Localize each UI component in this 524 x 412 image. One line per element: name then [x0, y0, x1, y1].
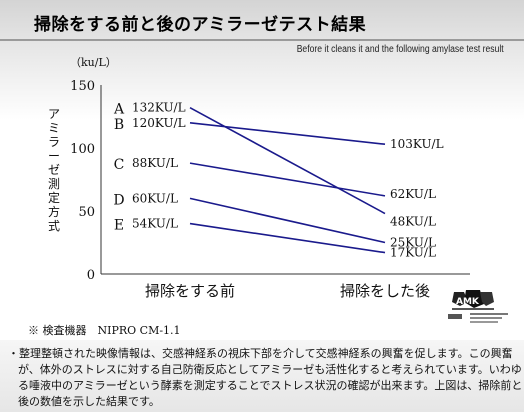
equipment-footnote: ※ 検査機器 NIPRO CM-1.1 — [28, 324, 181, 337]
series-line — [189, 122, 386, 146]
explanation-text: ・整理整頓された映像情報は、交感神経系の視床下部を介して交感神経系の興奮を促しま… — [8, 347, 523, 408]
y-axis-label-char: ア — [48, 107, 60, 121]
after-value-label: 25KU/L — [390, 236, 436, 250]
series-name-label: E — [114, 218, 124, 234]
title-divider — [0, 39, 524, 41]
after-value-label: 62KU/L — [390, 187, 436, 201]
x-category-label: 掃除をした後 — [340, 282, 430, 300]
y-tick-label: 50 — [78, 205, 95, 220]
y-axis-label-char: 方 — [48, 204, 60, 219]
series-line — [189, 162, 386, 197]
y-axis-label-char: ゼ — [48, 163, 60, 177]
y-axis-ticks: 150 100 50 0 — [70, 79, 95, 283]
x-category-label: 掃除をする前 — [145, 282, 235, 300]
logo-mark: AMK — [456, 297, 480, 307]
company-logo: AMK — [446, 288, 512, 326]
y-axis-label-char: ー — [48, 149, 60, 163]
y-axis-label-char: 式 — [48, 219, 60, 233]
note-panel — [0, 340, 524, 412]
series-name-label: C — [114, 157, 125, 173]
after-value-label: 48KU/L — [390, 215, 436, 229]
y-tick-label: 0 — [87, 268, 95, 283]
y-axis-label-char: ラ — [48, 135, 60, 149]
before-value-label: 132KU/L — [132, 101, 186, 115]
before-value-label: 60KU/L — [132, 191, 178, 205]
after-value-label: 17KU/L — [390, 246, 436, 260]
y-tick-label: 150 — [70, 79, 95, 94]
series-name-label: B — [114, 117, 124, 133]
y-tick-label: 100 — [70, 142, 95, 157]
series-labels: A 132KU/L 48KU/L B 120KU/L 103KU/L C 88KU/L 62KU… — [113, 101, 444, 260]
x-axis-ticks: 掃除をする前 掃除をした後 — [145, 282, 430, 300]
page-subtitle: Before it cleans it and the following am… — [297, 44, 504, 55]
page-title: 掃除をする前と後のアミラーゼテスト結果 — [34, 15, 367, 35]
series-name-label: D — [113, 192, 124, 208]
before-value-label: 54KU/L — [132, 217, 178, 231]
series-line — [189, 222, 386, 254]
series-line — [189, 197, 386, 244]
y-axis-label-char: 測 — [48, 177, 60, 191]
series-line — [189, 106, 386, 215]
series-name-label: A — [113, 102, 125, 118]
y-unit-label: （ku/L） — [70, 56, 117, 69]
after-value-label: 103KU/L — [390, 137, 444, 151]
y-axis-label-char: ミ — [48, 121, 60, 135]
series-lines — [189, 106, 386, 254]
before-value-label: 120KU/L — [132, 116, 186, 130]
before-value-label: 88KU/L — [132, 156, 178, 170]
y-axis-label-char: 定 — [48, 190, 60, 205]
